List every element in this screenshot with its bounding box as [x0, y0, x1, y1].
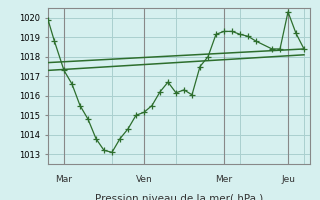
Text: Mar: Mar: [55, 175, 73, 184]
Text: Mer: Mer: [215, 175, 233, 184]
Text: Jeu: Jeu: [281, 175, 295, 184]
Text: Ven: Ven: [136, 175, 152, 184]
Text: Pression niveau de la mer( hPa ): Pression niveau de la mer( hPa ): [95, 193, 263, 200]
